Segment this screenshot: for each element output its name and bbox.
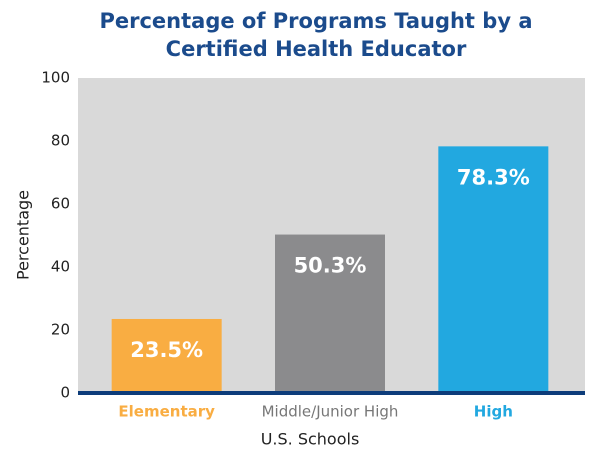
bar bbox=[438, 146, 549, 393]
y-tick-label: 80 bbox=[51, 132, 70, 150]
y-axis-label: Percentage bbox=[14, 190, 33, 280]
bar bbox=[275, 234, 385, 393]
chart-title: Certified Health Educator bbox=[166, 37, 467, 61]
chart-title: Percentage of Programs Taught by a bbox=[99, 9, 532, 33]
x-axis-label: U.S. Schools bbox=[261, 430, 360, 449]
y-tick-label: 100 bbox=[41, 69, 70, 87]
y-tick-label: 20 bbox=[51, 321, 70, 339]
value-label: 23.5% bbox=[130, 338, 203, 362]
y-tick-label: 60 bbox=[51, 195, 70, 213]
value-label: 50.3% bbox=[294, 254, 367, 278]
value-label: 78.3% bbox=[457, 165, 530, 189]
x-tick-label: High bbox=[474, 403, 513, 421]
x-tick-label: Middle/Junior High bbox=[262, 403, 399, 421]
bar bbox=[111, 318, 222, 393]
y-tick-label: 40 bbox=[51, 258, 70, 276]
x-tick-label: Elementary bbox=[118, 403, 215, 421]
y-tick-label: 0 bbox=[60, 384, 70, 402]
